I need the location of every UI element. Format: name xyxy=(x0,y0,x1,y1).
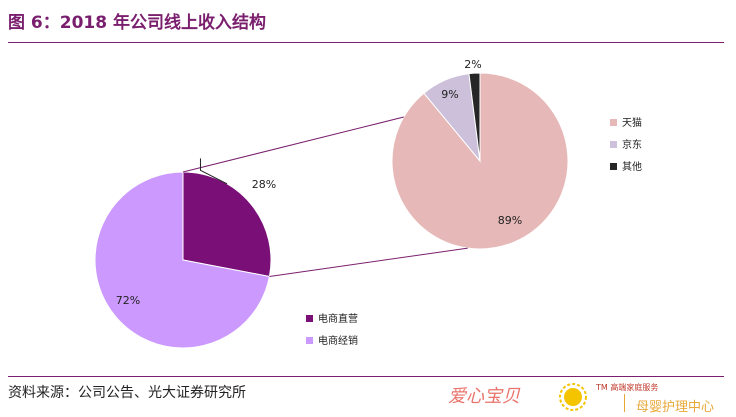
pie-slice-天猫 xyxy=(391,72,569,250)
leader-line-28 xyxy=(199,158,228,185)
main-legend-swatch-1 xyxy=(306,315,313,322)
sun-logo-icon xyxy=(559,383,587,411)
chart-title: 图 6：2018 年公司线上收入结构 xyxy=(8,13,266,33)
sub-legend-swatch-3 xyxy=(610,163,617,170)
data-label-89: 89% xyxy=(498,214,522,227)
pie-slice-其他 xyxy=(468,72,481,162)
source-note: 资料来源：公司公告、光大证券研究所 xyxy=(8,385,246,401)
sub-legend-label-2: 京东 xyxy=(622,138,642,151)
data-label-9: 9% xyxy=(441,88,458,101)
connector-line-top xyxy=(182,116,404,173)
main-legend-swatch-2 xyxy=(306,337,313,344)
brand-logo: 爱心宝贝 TM 高端家庭服务 母婴护理中心 xyxy=(440,380,730,415)
logo-tagline: TM 高端家庭服务 xyxy=(596,383,659,392)
data-label-2: 2% xyxy=(464,58,481,71)
connector-line-bottom xyxy=(269,247,468,277)
logo-separator xyxy=(624,394,625,412)
pie-slice-2 xyxy=(94,171,271,349)
logo-brand-text: 爱心宝贝 xyxy=(448,386,520,407)
title-divider xyxy=(8,42,724,43)
footer-divider xyxy=(8,376,724,377)
data-label-28: 28% xyxy=(252,178,276,191)
pie-slice-1 xyxy=(182,171,272,278)
logo-subtitle: 母婴护理中心 xyxy=(636,400,715,415)
main-legend-label-1: 电商直营 xyxy=(318,312,358,325)
sub-legend-swatch-1 xyxy=(610,119,617,126)
main-legend-label-2: 电商经销 xyxy=(318,334,358,347)
data-label-72: 72% xyxy=(116,294,140,307)
sub-legend-label-3: 其他 xyxy=(622,160,642,173)
sub-legend-label-1: 天猫 xyxy=(622,116,642,129)
sub-legend-swatch-2 xyxy=(610,141,617,148)
